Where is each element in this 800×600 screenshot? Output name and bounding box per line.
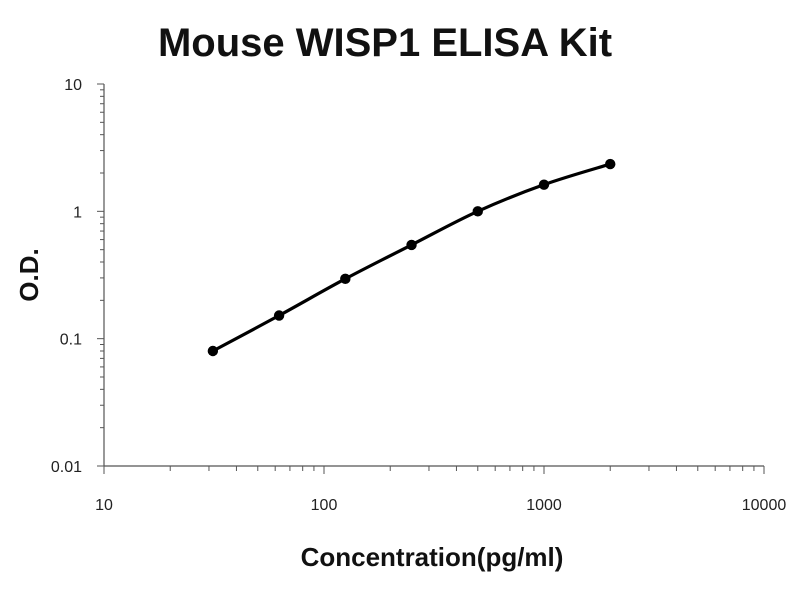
x-tick-label: 100 xyxy=(311,497,338,514)
chart-title: Mouse WISP1 ELISA Kit xyxy=(158,21,612,65)
data-point xyxy=(340,273,351,285)
x-axis-label: Concentration(pg/ml) xyxy=(301,542,564,572)
series-layer xyxy=(207,158,616,357)
y-tick-label: 0.1 xyxy=(60,332,82,349)
x-tick-label: 10 xyxy=(95,497,113,514)
x-tick-label: 1000 xyxy=(526,497,562,514)
y-ticks: 0.01 0.1 1 10 xyxy=(51,77,104,476)
plot-area: 0.01 0.1 1 10 10 100 1000 10000 xyxy=(51,77,786,514)
data-point xyxy=(406,239,417,251)
data-point xyxy=(472,206,483,217)
x-ticks: 10 100 1000 10000 xyxy=(95,466,786,514)
y-tick-label: 10 xyxy=(64,77,82,94)
series-line xyxy=(211,162,612,353)
data-point xyxy=(538,179,550,190)
data-point xyxy=(207,345,219,357)
data-point xyxy=(605,158,616,170)
x-tick-label: 10000 xyxy=(742,497,787,514)
y-axis-label: O.D. xyxy=(14,248,44,301)
y-tick-label: 1 xyxy=(73,204,82,221)
data-point xyxy=(273,310,285,321)
y-tick-label: 0.01 xyxy=(51,459,82,476)
